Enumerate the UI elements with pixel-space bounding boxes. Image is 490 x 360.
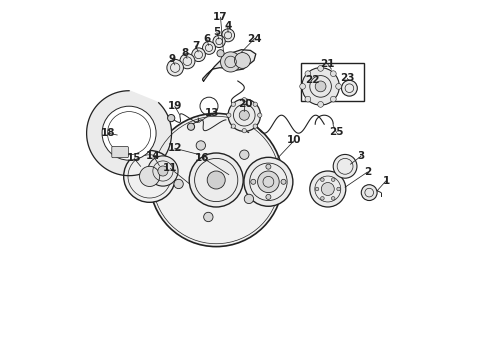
Circle shape (240, 150, 249, 159)
Text: 3: 3 (357, 151, 365, 161)
Circle shape (220, 52, 241, 72)
Text: 21: 21 (320, 59, 335, 69)
Circle shape (187, 123, 195, 130)
Circle shape (174, 179, 183, 189)
Text: 13: 13 (205, 108, 219, 118)
Circle shape (207, 171, 225, 189)
Circle shape (189, 153, 243, 207)
Text: 22: 22 (305, 75, 320, 85)
FancyBboxPatch shape (112, 147, 128, 158)
Circle shape (266, 164, 271, 169)
Circle shape (258, 113, 262, 117)
Circle shape (140, 166, 160, 186)
Bar (301, 63, 364, 101)
Circle shape (148, 156, 178, 186)
Circle shape (235, 53, 250, 68)
Circle shape (253, 102, 257, 107)
Text: 6: 6 (203, 34, 211, 44)
Text: 7: 7 (192, 41, 199, 51)
Circle shape (204, 212, 213, 222)
Circle shape (158, 166, 168, 176)
Circle shape (192, 48, 205, 62)
Circle shape (231, 102, 236, 107)
Circle shape (258, 171, 279, 193)
Text: 25: 25 (329, 127, 343, 138)
Circle shape (302, 68, 339, 105)
Text: 4: 4 (224, 21, 231, 31)
Circle shape (180, 54, 195, 69)
Polygon shape (202, 50, 256, 81)
Circle shape (331, 197, 335, 200)
Text: 19: 19 (168, 101, 182, 111)
Circle shape (361, 185, 377, 201)
Text: 14: 14 (146, 150, 161, 161)
Text: 24: 24 (247, 33, 262, 44)
Circle shape (320, 178, 324, 181)
Circle shape (149, 113, 283, 247)
Text: 17: 17 (213, 12, 228, 22)
Text: 11: 11 (163, 163, 178, 174)
Circle shape (217, 50, 224, 57)
Polygon shape (87, 91, 172, 176)
Text: 1: 1 (383, 176, 390, 186)
Circle shape (239, 110, 249, 120)
Circle shape (266, 194, 271, 199)
Circle shape (305, 96, 311, 102)
Circle shape (227, 113, 231, 117)
Circle shape (221, 29, 235, 42)
Text: 10: 10 (287, 135, 301, 145)
Circle shape (331, 178, 335, 181)
Circle shape (320, 197, 324, 200)
Circle shape (242, 98, 246, 102)
Text: 12: 12 (168, 143, 182, 153)
Circle shape (281, 179, 286, 184)
Circle shape (310, 171, 346, 207)
Circle shape (253, 124, 257, 128)
Circle shape (315, 187, 319, 191)
Circle shape (342, 80, 357, 96)
Circle shape (231, 124, 236, 128)
Circle shape (337, 187, 341, 191)
Circle shape (102, 106, 156, 160)
Circle shape (315, 81, 326, 92)
Text: 16: 16 (196, 153, 210, 163)
Circle shape (167, 59, 183, 76)
Text: 5: 5 (213, 27, 220, 37)
Circle shape (196, 141, 205, 150)
Circle shape (244, 194, 254, 204)
Circle shape (336, 84, 342, 89)
Text: 20: 20 (238, 99, 252, 109)
Circle shape (251, 179, 256, 184)
Text: 9: 9 (169, 54, 176, 64)
Circle shape (318, 66, 323, 71)
Circle shape (330, 96, 336, 102)
Circle shape (330, 71, 336, 77)
Text: 8: 8 (181, 48, 188, 58)
Circle shape (305, 71, 311, 77)
Circle shape (202, 41, 216, 54)
Text: 18: 18 (101, 128, 116, 138)
Circle shape (213, 35, 225, 48)
Circle shape (123, 150, 175, 202)
Circle shape (321, 183, 334, 195)
Text: 15: 15 (127, 153, 142, 163)
Circle shape (333, 154, 357, 178)
Circle shape (300, 84, 305, 89)
Circle shape (244, 157, 293, 206)
Circle shape (318, 102, 323, 107)
Circle shape (168, 114, 175, 122)
Text: 2: 2 (364, 167, 371, 177)
Text: 23: 23 (341, 73, 355, 84)
Circle shape (242, 129, 246, 133)
Circle shape (228, 99, 261, 131)
